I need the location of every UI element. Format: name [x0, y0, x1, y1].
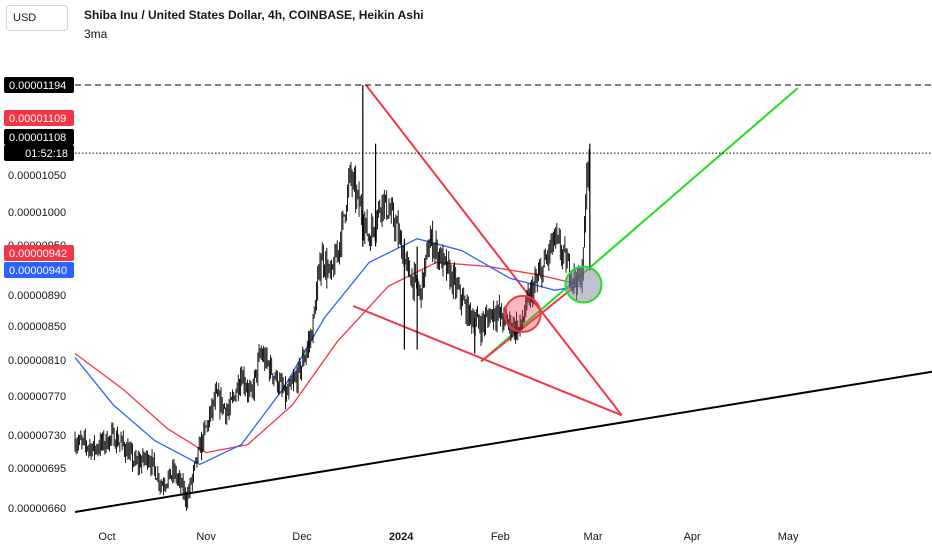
triangle-lower-line [352, 305, 623, 417]
triangle-base-line [480, 283, 578, 363]
x-tick-label: Oct [98, 531, 115, 543]
moving-average-line-1 [74, 261, 581, 454]
green-circle-marker [564, 265, 603, 304]
price-tag-box [4, 77, 74, 93]
y-tick-label: 0.00000770 [8, 391, 66, 403]
moving-average-line-2 [74, 238, 581, 466]
x-tick-label: Dec [292, 531, 312, 543]
x-tick-label: Apr [684, 531, 701, 543]
indicator-label: 3ma [84, 27, 108, 41]
chart-title: Shiba Inu / United States Dollar, 4h, CO… [84, 8, 424, 22]
triangle-upper-line [365, 84, 623, 416]
y-tick-label: 0.00000890 [8, 290, 66, 302]
price-tag-box [4, 262, 74, 278]
y-tick-label: 0.00001000 [8, 207, 66, 219]
y-tick-label: 0.00000730 [8, 430, 66, 442]
price-tag-box [4, 129, 74, 145]
green-uptrend-line [480, 87, 799, 363]
price-tag-label: 0.00000940 [9, 265, 67, 277]
price-tag-box [4, 145, 74, 161]
y-tick-label: 0.00000695 [8, 463, 66, 475]
price-tag-label: 0.00001194 [9, 80, 66, 92]
x-tick-label: May [778, 531, 799, 543]
price-tag-box [4, 245, 74, 261]
x-tick-label: Nov [196, 531, 216, 543]
price-tag-label: 01:52:18 [25, 148, 68, 160]
x-tick-label: Feb [491, 531, 510, 543]
y-tick-label: 0.00001050 [8, 170, 66, 182]
y-tick-label: 0.00000850 [8, 321, 66, 333]
y-tick-label: 0.00000660 [8, 503, 66, 515]
y-tick-label: 0.00000810 [8, 355, 66, 367]
price-tag-box [4, 110, 74, 126]
x-tick-label: 2024 [389, 531, 414, 543]
red-circle-marker [503, 294, 542, 333]
currency-selector-button[interactable]: USD [6, 5, 68, 31]
price-tag-label: 0.00001108 [9, 132, 66, 144]
price-tag-label: 0.00000942 [9, 248, 67, 260]
long-term-support-line [74, 370, 932, 513]
x-tick-label: Mar [584, 531, 603, 543]
price-tag-label: 0.00001109 [9, 113, 66, 125]
